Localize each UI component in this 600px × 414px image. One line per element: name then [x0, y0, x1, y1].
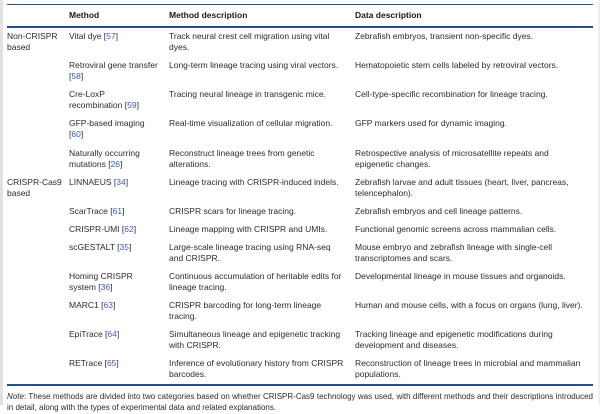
citation-link[interactable]: 34 [116, 176, 126, 187]
method-description-cell: Lineage tracing with CRISPR-induced inde… [169, 176, 339, 187]
table-row: GFP-based imaging [60] Real-time visualiz… [7, 115, 593, 144]
method-description-cell: Continuous accumulation of heritable edi… [169, 270, 342, 292]
citation-link[interactable]: 62 [124, 223, 134, 234]
table-row: CRISPR-Cas9 based LINNAEUS [34] Lineage tr… [7, 173, 593, 202]
note-text: : These methods are divided into two cat… [7, 391, 593, 413]
row-group-label: Non-CRISPR based [7, 31, 58, 53]
method-description-cell: Lineage mapping with CRISPR and UMIs. [169, 223, 328, 234]
table-row: Homing CRISPR system [36] Continuous accu… [7, 267, 593, 296]
method-description-cell: Long-term lineage tracing using viral ve… [169, 60, 339, 71]
method-description-cell: Track neural crest cell migration using … [169, 31, 330, 53]
citation-link[interactable]: 35 [119, 241, 130, 252]
data-description-cell: Zebrafish larvae and adult tissues (hear… [355, 176, 569, 198]
method-description-cell: Simultaneous lineage and epigenetic trac… [169, 329, 341, 351]
header-row: Method Method description Data descripti… [7, 4, 593, 28]
method-cell: Vital dye [57] [69, 31, 119, 42]
table-header: Method Method description Data descripti… [7, 4, 593, 28]
method-cell: Naturally occurring mutations [26] [69, 147, 140, 169]
data-description-cell: Hematopoietic stem cells labeled by retr… [355, 60, 559, 71]
data-description-cell: Functional genomic screens across mammal… [355, 223, 557, 234]
citation-link[interactable]: 58 [71, 71, 81, 82]
method-cell: RETrace [65] [69, 358, 119, 369]
citation-link[interactable]: 26 [110, 158, 121, 169]
column-header-method: Method [69, 4, 169, 28]
method-cell: LINNAEUS [34] [69, 176, 129, 187]
data-description-cell: Mouse embryo and zebrafish lineage with … [355, 241, 553, 263]
table-row: EpiTrace [64] Simultaneous lineage and ep… [7, 326, 593, 355]
table-body: Non-CRISPR based Vital dye [57] Track neur… [7, 27, 593, 385]
table-note: Note: These methods are divided into two… [7, 391, 593, 414]
page-edge-right [598, 0, 600, 405]
citation-link[interactable]: 61 [112, 205, 123, 216]
data-description-cell: Retrospective analysis of microsatellite… [355, 147, 549, 169]
table-figure: Method Method description Data descripti… [7, 4, 593, 414]
column-header-group [7, 4, 69, 28]
data-description-cell: Human and mouse cells, with a focus on o… [355, 299, 583, 310]
method-description-cell: Tracing neural lineage in transgenic mic… [169, 89, 327, 100]
table-row: Non-CRISPR based Vital dye [57] Track neur… [7, 27, 593, 57]
citation-link[interactable]: 57 [106, 31, 116, 42]
table-row: MARC1 [63] CRISPR barcoding for long-term… [7, 296, 593, 325]
page-edge-left [0, 0, 3, 405]
method-description-cell: Inference of evolutionary history from C… [169, 358, 344, 380]
column-header-method-description: Method description [169, 4, 355, 28]
method-description-cell: Reconstruct lineage trees from genetic a… [169, 147, 315, 169]
method-cell: CRISPR-UMI [62] [69, 223, 137, 234]
data-description-cell: Tracking lineage and epigenetic modifica… [355, 329, 553, 351]
method-cell: EpiTrace [64] [69, 329, 120, 340]
table-row: CRISPR-UMI [62] Lineage mapping with CRIS… [7, 220, 593, 238]
method-cell: scGESTALT [35] [69, 241, 132, 252]
method-cell: Homing CRISPR system [36] [69, 270, 133, 292]
citation-link[interactable]: 59 [127, 100, 137, 111]
methods-table: Method Method description Data descripti… [7, 4, 593, 386]
table-row: Naturally occurring mutations [26] Recons… [7, 144, 593, 173]
data-description-cell: Cell-type-specific recombination for lin… [355, 89, 548, 100]
data-description-cell: Zebrafish embryos and cell lineage patte… [355, 205, 523, 216]
table-row: RETrace [65] Inference of evolutionary hi… [7, 355, 593, 385]
citation-link[interactable]: 36 [100, 281, 111, 292]
data-description-cell: Reconstruction of lineage trees in micro… [355, 358, 581, 380]
method-description-cell: CRISPR scars for lineage tracing. [169, 205, 297, 216]
table-row: Cre-LoxP recombination [59] Tracing neura… [7, 86, 593, 115]
citation-link[interactable]: 64 [107, 329, 117, 340]
method-description-cell: Real-time visualization of cellular migr… [169, 118, 333, 129]
method-cell: Cre-LoxP recombination [59] [69, 89, 139, 111]
method-cell: Retroviral gene transfer [58] [69, 60, 158, 82]
table-row: scGESTALT [35] Large-scale lineage tracin… [7, 238, 593, 267]
column-header-data-description: Data description [355, 4, 593, 28]
data-description-cell: Developmental lineage in mouse tissues a… [355, 270, 566, 281]
citation-link[interactable]: 63 [103, 299, 113, 310]
data-description-cell: Zebrafish embryos, transient non-specifi… [355, 31, 534, 42]
citation-link[interactable]: 65 [106, 358, 117, 369]
citation-link[interactable]: 60 [71, 129, 81, 140]
note-label: Note [7, 391, 24, 401]
data-description-cell: GFP markers used for dynamic imaging. [355, 118, 507, 129]
row-group-label: CRISPR-Cas9 based [7, 176, 62, 198]
method-description-cell: Large-scale lineage tracing using RNA-se… [169, 241, 331, 263]
method-cell: GFP-based imaging [60] [69, 118, 145, 140]
table-row: ScarTrace [61] CRISPR scars for lineage t… [7, 202, 593, 220]
table-row: Retroviral gene transfer [58] Long-term l… [7, 57, 593, 86]
method-cell: ScarTrace [61] [69, 205, 125, 216]
method-cell: MARC1 [63] [69, 299, 116, 310]
method-description-cell: CRISPR barcoding for long-term lineage t… [169, 299, 322, 322]
